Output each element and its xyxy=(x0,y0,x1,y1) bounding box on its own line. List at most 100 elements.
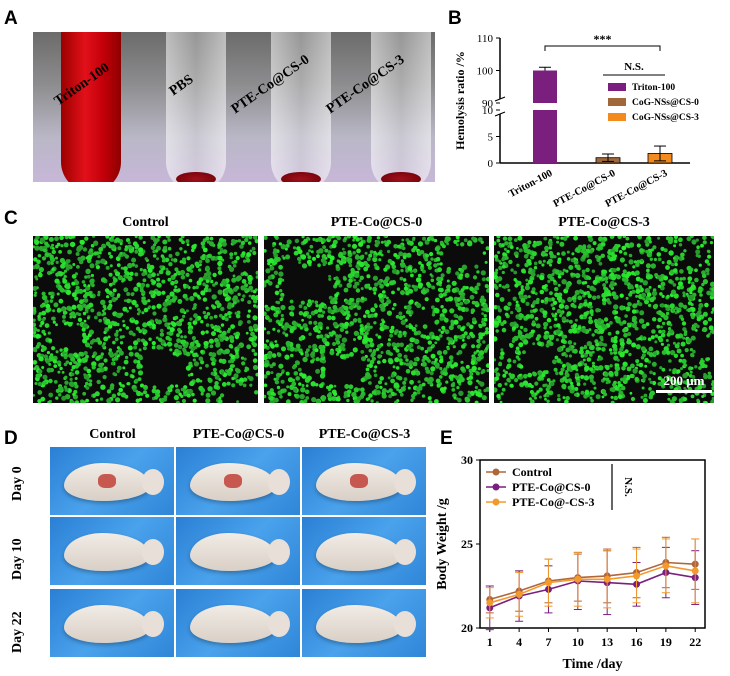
cell xyxy=(438,293,442,297)
cell xyxy=(108,272,113,277)
cell xyxy=(639,310,645,316)
cell xyxy=(272,327,276,331)
cell xyxy=(279,395,283,399)
cell xyxy=(239,244,244,249)
tube-triton xyxy=(61,32,121,182)
cell xyxy=(467,380,473,386)
cell xyxy=(99,397,104,401)
cell xyxy=(345,310,349,315)
cell xyxy=(560,338,566,344)
cell xyxy=(413,391,417,395)
cell xyxy=(182,348,187,353)
cell xyxy=(374,303,377,307)
cell xyxy=(687,276,693,282)
cell xyxy=(640,258,644,262)
cell xyxy=(347,257,353,263)
cell xyxy=(532,291,536,295)
cell xyxy=(311,351,316,356)
cell xyxy=(128,248,134,254)
cell xyxy=(150,236,154,240)
cell xyxy=(386,239,392,245)
cell xyxy=(113,352,119,357)
cell xyxy=(315,368,321,374)
cell xyxy=(513,278,517,282)
cell xyxy=(609,236,615,239)
cell xyxy=(108,348,113,352)
cell xyxy=(704,259,710,264)
cell-layer xyxy=(494,236,714,403)
cell xyxy=(676,369,681,374)
cell xyxy=(321,241,324,245)
cell xyxy=(131,317,134,321)
cell xyxy=(133,359,138,364)
cell xyxy=(657,317,662,323)
cell xyxy=(433,263,438,268)
cell xyxy=(663,314,669,321)
cell xyxy=(532,302,536,306)
cell xyxy=(446,269,451,274)
cell xyxy=(304,352,310,358)
cell xyxy=(132,241,138,247)
cell xyxy=(373,291,377,295)
cell xyxy=(346,282,352,288)
cell xyxy=(33,367,37,371)
cell xyxy=(409,337,415,343)
cell xyxy=(463,299,469,305)
cell xyxy=(368,348,373,353)
cell xyxy=(340,342,346,348)
cell xyxy=(442,349,448,355)
cell xyxy=(602,377,606,381)
cell xyxy=(82,391,87,396)
cell xyxy=(463,331,468,336)
cell xyxy=(510,373,515,379)
cell xyxy=(661,294,665,298)
cell xyxy=(343,236,348,240)
cell xyxy=(480,270,486,276)
cell xyxy=(174,285,178,289)
cell xyxy=(179,269,186,276)
cell xyxy=(507,288,511,292)
cell xyxy=(77,317,83,322)
x-axis-label: Time /day xyxy=(562,657,622,672)
cell xyxy=(117,293,121,297)
cell xyxy=(84,275,88,279)
cell xyxy=(422,269,426,274)
cell xyxy=(289,299,294,304)
cell xyxy=(433,238,438,243)
cell xyxy=(318,383,324,388)
cell xyxy=(417,273,422,278)
cell xyxy=(363,314,367,318)
cell xyxy=(156,257,159,261)
cell xyxy=(82,311,87,316)
cell xyxy=(638,362,644,368)
cell xyxy=(326,393,332,399)
cell xyxy=(185,284,190,289)
cell xyxy=(614,254,618,258)
cell xyxy=(343,277,347,281)
cell xyxy=(568,354,572,358)
cell xyxy=(192,286,196,290)
cell xyxy=(669,329,674,334)
cell xyxy=(472,275,478,280)
cell xyxy=(494,336,498,342)
cell xyxy=(229,252,234,257)
cell xyxy=(494,257,499,262)
cell xyxy=(567,378,572,383)
cell xyxy=(127,241,131,245)
cell xyxy=(439,355,443,359)
cell xyxy=(514,378,519,383)
cell xyxy=(595,342,600,347)
x-tick-label: 13 xyxy=(601,635,613,649)
cell xyxy=(474,400,479,403)
cell xyxy=(666,375,671,380)
cell xyxy=(74,279,78,283)
cell xyxy=(363,297,368,302)
cell xyxy=(63,242,69,248)
cell xyxy=(57,393,62,397)
cell xyxy=(680,252,685,258)
cell xyxy=(421,306,425,310)
cell xyxy=(63,274,67,279)
cell xyxy=(133,345,138,350)
cell xyxy=(106,389,112,394)
cell xyxy=(290,313,295,317)
